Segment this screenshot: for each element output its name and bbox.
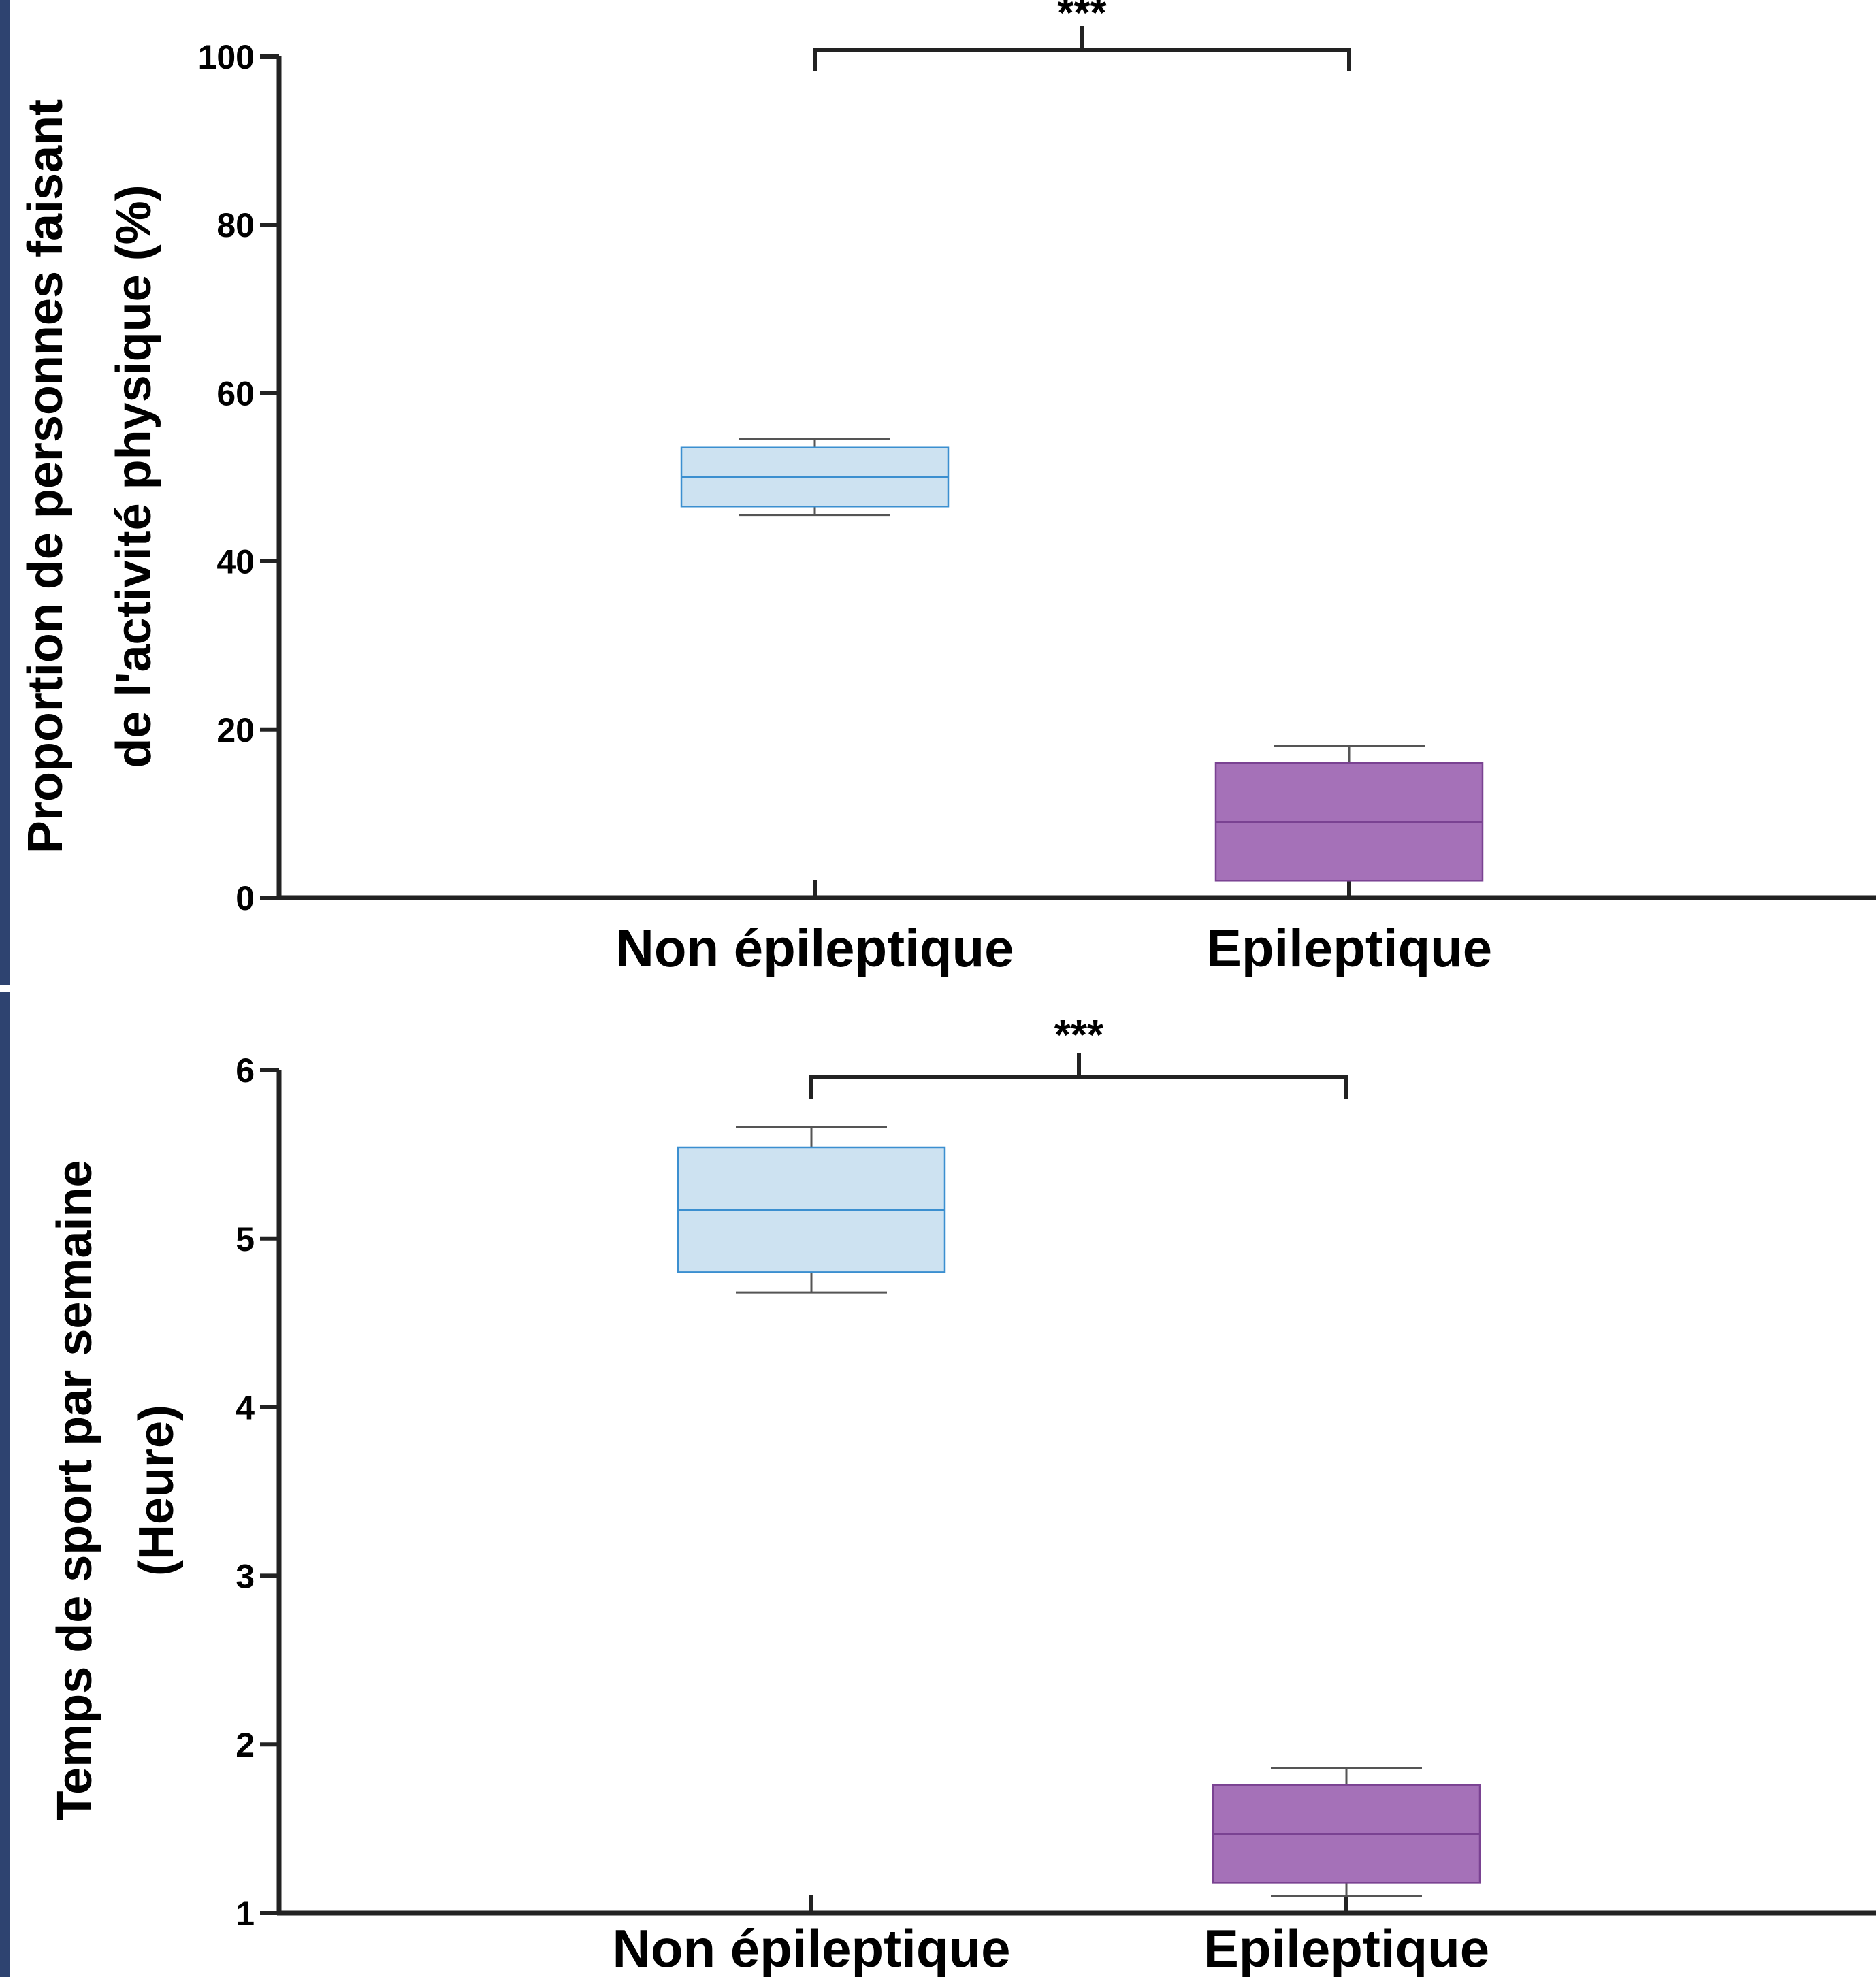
y-axis-label: Proportion de personnes faisant	[18, 99, 73, 853]
box-plot	[677, 1126, 946, 1294]
chart-panel-activity-proportion: 0 20 40 60 80 100 Non épileptique Epileptique Pr…	[18, 0, 1876, 978]
y-tick-label: 80	[216, 206, 255, 244]
y-axis-label: Temps de sport par semaine	[48, 1160, 102, 1821]
y-tick-label: 2	[236, 1726, 255, 1764]
y-tick-label: 0	[236, 879, 255, 917]
significance-label: ***	[1057, 0, 1107, 37]
y-tick-label: 20	[216, 711, 255, 749]
box-plot	[680, 438, 950, 517]
x-tick-label: Non épileptique	[613, 1918, 1011, 1977]
y-tick-label: 5	[236, 1220, 255, 1258]
y-tick-label: 100	[198, 38, 255, 76]
y-tick-label: 4	[236, 1389, 255, 1427]
x-tick-label: Epileptique	[1206, 918, 1492, 978]
y-axis-label: de l'activité physique (%)	[107, 184, 161, 768]
left-border-gap	[0, 985, 10, 992]
chart-panel-weekly-sport-time: 1 2 3 4 5 6 Non épileptique Epileptique Temps de…	[48, 1012, 1876, 1977]
x-tick-label: Epileptique	[1203, 1918, 1489, 1977]
y-tick-label: 60	[216, 374, 255, 412]
y-axis-label: (Heure)	[129, 1405, 184, 1576]
box-plot	[1214, 745, 1484, 882]
box-plot	[1212, 1767, 1481, 1897]
y-tick-label: 3	[236, 1557, 255, 1595]
y-tick-label: 40	[216, 543, 255, 581]
significance-label: ***	[1054, 1012, 1104, 1059]
significance-bracket	[813, 48, 1351, 71]
x-tick-label: Non épileptique	[616, 918, 1014, 978]
y-tick-label: 6	[236, 1051, 255, 1090]
y-tick-label: 1	[236, 1895, 255, 1933]
significance-bracket	[809, 1075, 1348, 1099]
